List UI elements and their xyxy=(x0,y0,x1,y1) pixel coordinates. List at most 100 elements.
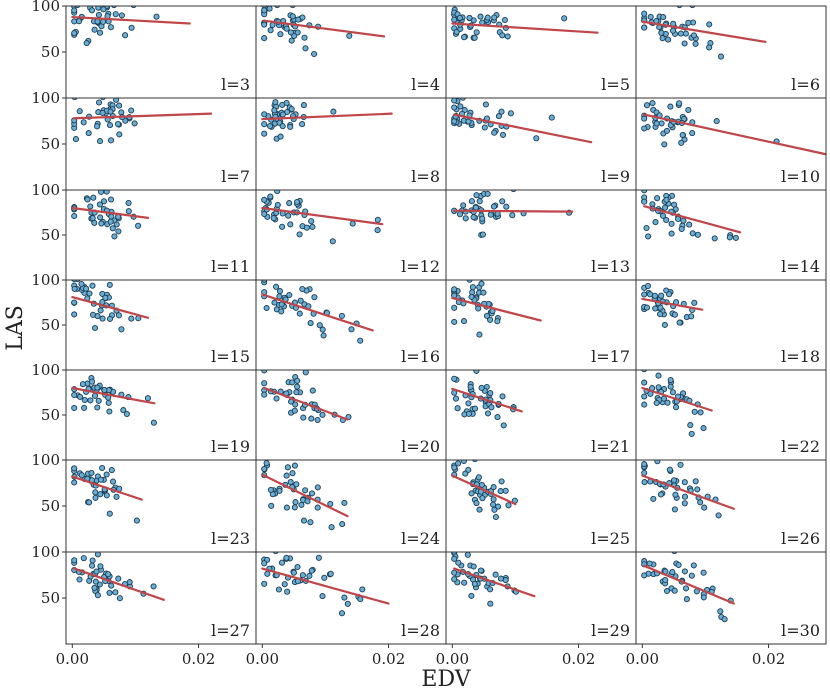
data-point xyxy=(113,98,120,103)
data-point xyxy=(106,281,113,288)
trend-line xyxy=(643,564,735,605)
panel: l=6 xyxy=(635,5,827,99)
data-point xyxy=(330,108,337,115)
data-point xyxy=(700,425,707,432)
panel-points xyxy=(641,552,735,623)
x-tick-label: 0.02 xyxy=(372,650,405,668)
data-point xyxy=(459,98,466,101)
data-point xyxy=(504,33,511,40)
x-tick-label: 0.02 xyxy=(182,650,215,668)
data-point xyxy=(106,589,113,596)
data-point xyxy=(475,305,482,312)
trend-line xyxy=(451,296,542,322)
data-point xyxy=(291,407,298,414)
data-point xyxy=(71,404,78,412)
data-point xyxy=(97,491,104,498)
data-point xyxy=(111,233,118,240)
data-point xyxy=(721,616,728,623)
data-point xyxy=(130,6,137,9)
panel-points xyxy=(261,552,390,617)
panel-label: l=15 xyxy=(211,347,250,366)
data-point xyxy=(490,203,497,210)
data-point xyxy=(487,316,494,323)
trend-line xyxy=(643,205,742,234)
data-point xyxy=(641,461,648,468)
data-point xyxy=(266,123,274,130)
data-point xyxy=(125,199,132,207)
data-point xyxy=(96,201,103,208)
data-point xyxy=(451,286,458,293)
data-point xyxy=(476,506,483,513)
data-point xyxy=(71,7,78,14)
data-point xyxy=(261,465,268,473)
panel-points xyxy=(451,552,536,607)
data-point xyxy=(455,559,462,566)
x-axis-title: EDV xyxy=(421,667,471,692)
panel-points xyxy=(641,460,735,519)
data-point xyxy=(348,326,355,333)
data-point xyxy=(283,99,290,107)
data-point xyxy=(671,587,678,594)
data-point xyxy=(473,29,480,36)
data-point xyxy=(83,40,90,47)
data-point xyxy=(309,223,316,230)
data-point xyxy=(107,137,115,144)
data-point xyxy=(647,13,654,20)
data-point xyxy=(641,572,648,579)
data-point xyxy=(329,238,336,245)
data-point xyxy=(471,34,478,41)
data-point xyxy=(276,487,283,494)
data-point xyxy=(94,18,101,25)
data-point xyxy=(311,294,318,301)
data-point xyxy=(283,504,290,511)
panel-label: l=18 xyxy=(781,347,820,366)
data-point xyxy=(470,214,477,221)
data-point xyxy=(99,109,106,116)
data-point xyxy=(685,106,692,114)
panel-label: l=7 xyxy=(221,167,250,186)
data-point xyxy=(302,370,309,376)
trend-line xyxy=(261,473,349,518)
data-point xyxy=(488,404,495,411)
data-point xyxy=(492,513,499,521)
data-point xyxy=(71,299,78,306)
data-point xyxy=(98,190,105,195)
y-tick-label: 100 xyxy=(31,89,60,107)
data-point xyxy=(487,389,494,397)
data-point xyxy=(92,494,99,501)
data-point xyxy=(297,297,304,304)
data-point xyxy=(497,488,504,495)
data-point xyxy=(653,120,660,127)
data-point xyxy=(120,407,127,414)
panel-points xyxy=(641,282,704,328)
data-point xyxy=(460,460,467,465)
data-point xyxy=(465,118,472,125)
data-point xyxy=(451,16,458,23)
panel-label: l=8 xyxy=(411,167,440,186)
trend-line xyxy=(263,19,386,38)
data-point xyxy=(71,285,78,292)
data-point xyxy=(327,500,334,507)
data-point xyxy=(128,24,135,31)
panel-points xyxy=(71,552,165,602)
data-point xyxy=(315,554,322,561)
data-point xyxy=(261,7,268,14)
data-point xyxy=(694,486,701,493)
data-point xyxy=(487,600,494,607)
data-point xyxy=(661,321,668,328)
data-point xyxy=(655,384,662,391)
panel: l=4 xyxy=(255,5,447,99)
y-tick-label: 50 xyxy=(41,406,60,424)
data-point xyxy=(374,216,381,223)
data-point xyxy=(100,6,107,13)
data-point xyxy=(71,465,78,472)
data-point xyxy=(88,469,95,477)
data-point xyxy=(451,304,458,311)
panel-label: l=25 xyxy=(591,529,630,548)
data-point xyxy=(685,19,692,26)
data-point xyxy=(111,6,117,9)
data-point xyxy=(472,204,479,211)
data-point xyxy=(93,568,100,575)
data-point xyxy=(662,204,669,211)
